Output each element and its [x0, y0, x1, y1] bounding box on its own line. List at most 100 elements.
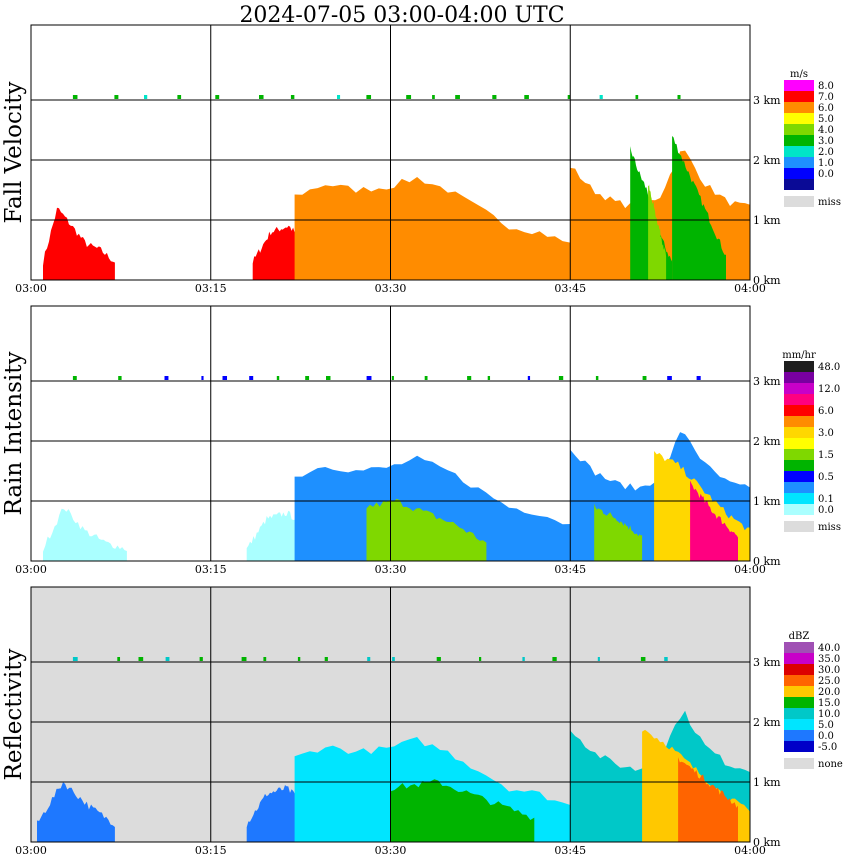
colorbar-label: 48.0	[818, 362, 840, 373]
y-tick-label: 3 km	[753, 94, 781, 107]
colorbar-swatch	[784, 383, 814, 394]
colorbar-swatch	[784, 449, 814, 460]
echo-speckle	[527, 376, 531, 380]
x-tick-label: 03:45	[554, 563, 586, 576]
echo-speckle	[432, 95, 435, 99]
echo-speckle	[522, 657, 525, 661]
colorbar-label: 7.0	[818, 92, 834, 103]
echo-region	[672, 136, 726, 280]
colorbar-label: 12.0	[818, 384, 840, 395]
x-tick-label: 03:00	[15, 282, 47, 295]
colorbar-swatch	[784, 642, 814, 653]
echo-speckle	[297, 657, 301, 661]
y-tick-label: 2 km	[753, 435, 781, 448]
echo-speckle	[324, 657, 328, 661]
colorbar-label: 5.0	[818, 114, 834, 125]
echo-speckle	[367, 657, 371, 661]
echo-speckle	[263, 657, 267, 661]
echo-region	[648, 184, 667, 280]
colorbar-swatch	[784, 179, 814, 190]
echo-speckle	[72, 657, 78, 661]
colorbar-label: 0.0	[818, 169, 834, 180]
colorbar-swatch	[784, 427, 814, 438]
echo-speckle	[635, 95, 639, 99]
colorbar-swatch	[784, 741, 814, 752]
colorbar-label: 0.0	[818, 505, 834, 516]
panel-fall-velocity: 03:00 03:15 03:30 03:45 04:000 km 1 km 2 km 3 k…	[1, 24, 841, 295]
echo-speckle	[595, 376, 599, 380]
colorbar-swatch	[784, 91, 814, 102]
echo-speckle	[222, 376, 228, 380]
colorbar-label: 6.0	[818, 103, 834, 114]
echo-speckle	[642, 376, 647, 380]
echo-speckle	[276, 376, 280, 380]
colorbar-swatch	[784, 102, 814, 113]
y-tick-label: 1 km	[753, 495, 781, 508]
y-tick-label: 2 km	[753, 154, 781, 167]
echo-speckle	[138, 657, 144, 661]
echo-speckle	[599, 95, 603, 99]
echo-speckle	[640, 657, 646, 661]
plot-frame	[30, 24, 751, 281]
colorbar-swatch	[784, 157, 814, 168]
echo-speckle	[305, 376, 310, 380]
echo-speckle	[664, 657, 668, 661]
colorbar-missing-swatch	[784, 196, 814, 207]
echo-speckle	[117, 657, 121, 661]
echo-speckle	[72, 376, 77, 380]
colorbar-label: 8.0	[818, 81, 834, 92]
colorbar-swatch	[784, 113, 814, 124]
colorbar-label: 0.1	[818, 494, 834, 505]
echo-speckle	[215, 95, 220, 99]
echo-region	[390, 779, 535, 842]
colorbar-swatch	[784, 168, 814, 179]
echo-speckle	[567, 95, 571, 99]
colorbar-swatch	[784, 697, 814, 708]
echo-speckle	[667, 376, 672, 380]
x-tick-label: 03:15	[195, 844, 227, 857]
echo-speckle	[290, 95, 295, 99]
colorbar-swatch	[784, 653, 814, 664]
colorbar-swatch	[784, 438, 814, 449]
echo-speckle	[72, 95, 78, 99]
echo-speckle	[165, 657, 170, 661]
echo-speckle	[487, 376, 491, 380]
x-tick-label: 04:00	[734, 844, 766, 857]
echo-speckle	[552, 657, 557, 661]
echo-region	[678, 757, 738, 842]
echo-speckle	[241, 657, 247, 661]
x-tick-label: 03:00	[15, 844, 47, 857]
echo-speckle	[118, 376, 122, 380]
echo-speckle	[492, 95, 497, 99]
echo-speckle	[114, 95, 119, 99]
colorbar-swatch	[784, 146, 814, 157]
panel-y-label: Rain Intensity	[1, 351, 27, 515]
colorbar-label: 15.0	[818, 698, 840, 709]
x-tick-label: 03:45	[554, 844, 586, 857]
y-tick-label: 3 km	[753, 656, 781, 669]
echo-speckle	[326, 376, 331, 380]
x-tick-label: 03:15	[195, 282, 227, 295]
echo-speckle	[424, 376, 428, 380]
echo-speckle	[249, 376, 254, 380]
panel-y-label: Fall Velocity	[1, 82, 27, 224]
echo-speckle	[467, 376, 472, 380]
colorbar-swatch	[784, 361, 814, 372]
echo-speckle	[677, 95, 681, 99]
colorbar-swatch	[784, 719, 814, 730]
panels: 03:00 03:15 03:30 03:45 04:000 km1 km2 km3 k…	[1, 24, 843, 857]
colorbar-label: 0.0	[818, 731, 834, 742]
panel-rain-intensity: 03:00 03:15 03:30 03:45 04:000 km 1 km 2 km 3 k…	[1, 305, 841, 576]
x-tick-label: 04:00	[734, 282, 766, 295]
echo-region	[252, 225, 307, 280]
colorbar-label: 5.0	[818, 720, 834, 731]
echo-region	[246, 785, 307, 842]
colorbar-label: 3.0	[818, 136, 834, 147]
colorbar-swatch	[784, 135, 814, 146]
colorbar-label: 0.5	[818, 472, 834, 483]
echo-region	[594, 503, 643, 561]
echo-region	[246, 510, 307, 561]
echo-speckle	[164, 376, 169, 380]
y-tick-label: 0 km	[753, 836, 781, 849]
